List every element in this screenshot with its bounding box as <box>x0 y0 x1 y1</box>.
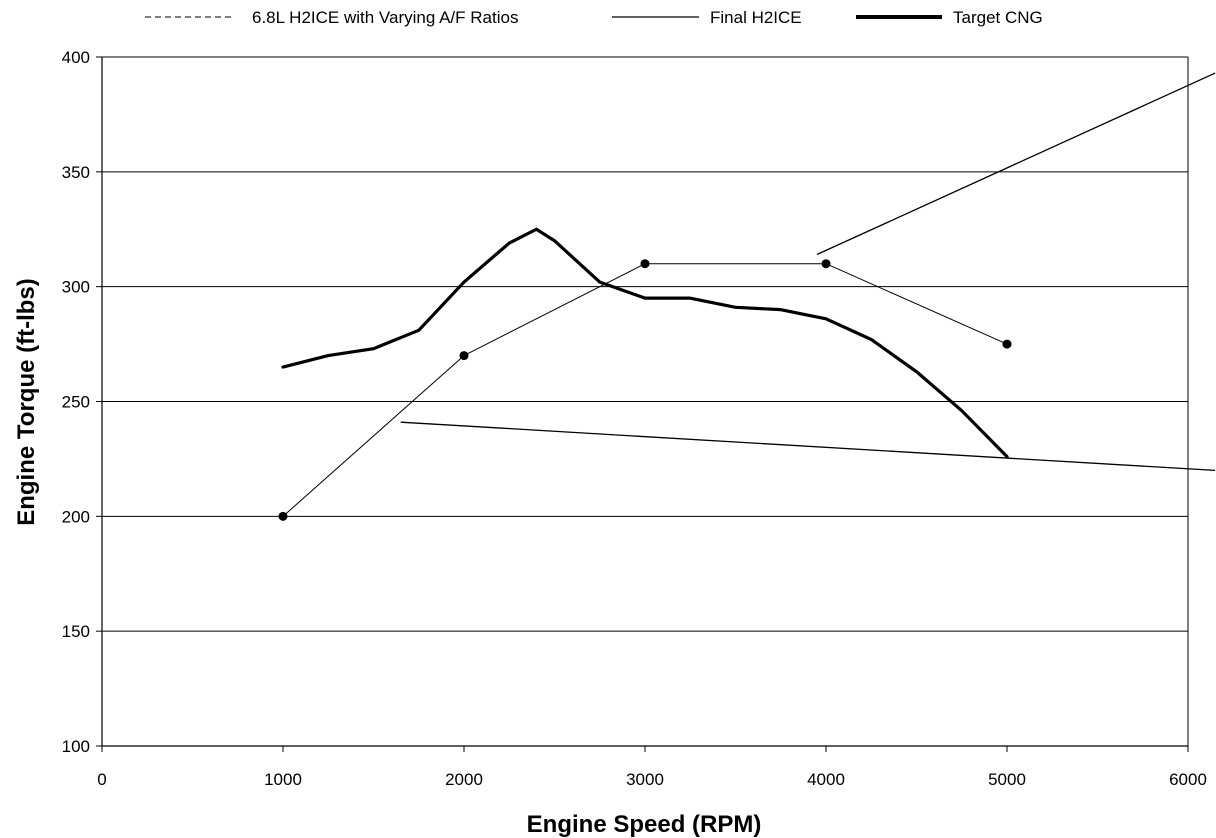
series-point-final-h2ice <box>459 351 469 361</box>
x-axis-title: Engine Speed (RPM) <box>527 811 762 838</box>
annotation-line-1 <box>816 72 1216 256</box>
legend-label-final-h2ice: Final H2ICE <box>710 8 802 27</box>
x-tick-label: 4000 <box>807 770 845 789</box>
y-tick-label: 150 <box>62 622 90 641</box>
x-tick-label: 0 <box>97 770 106 789</box>
annotations <box>400 72 1216 472</box>
x-tick-label: 3000 <box>626 770 664 789</box>
x-tick-label: 1000 <box>264 770 302 789</box>
grid <box>102 56 1188 632</box>
series-point-final-h2ice <box>821 259 831 269</box>
y-tick-label: 400 <box>62 48 90 67</box>
legend: 6.8L H2ICE with Varying A/F Ratios Final… <box>145 8 1043 27</box>
y-tick-label: 250 <box>62 393 90 412</box>
y-tick-label: 300 <box>62 278 90 297</box>
series <box>278 227 1012 521</box>
series-point-final-h2ice <box>640 259 650 269</box>
y-axis-title: Engine Torque (ft-lbs) <box>13 278 40 526</box>
series-point-final-h2ice <box>278 511 288 521</box>
x-tick-label: 5000 <box>988 770 1026 789</box>
legend-label-target-cng: Target CNG <box>953 8 1043 27</box>
x-tick-label: 2000 <box>445 770 483 789</box>
y-tick-label: 350 <box>62 163 90 182</box>
x-tick-label: 6000 <box>1169 770 1207 789</box>
axes <box>96 56 1189 752</box>
y-tick-label: 100 <box>62 737 90 756</box>
annotation-line-2 <box>400 421 1216 472</box>
series-point-final-h2ice <box>1002 339 1012 349</box>
series-line-target-cng <box>281 227 1009 459</box>
series-line-final-h2ice <box>282 263 1008 517</box>
legend-label-h2ice-varying: 6.8L H2ICE with Varying A/F Ratios <box>252 8 518 27</box>
y-tick-label: 200 <box>62 507 90 526</box>
